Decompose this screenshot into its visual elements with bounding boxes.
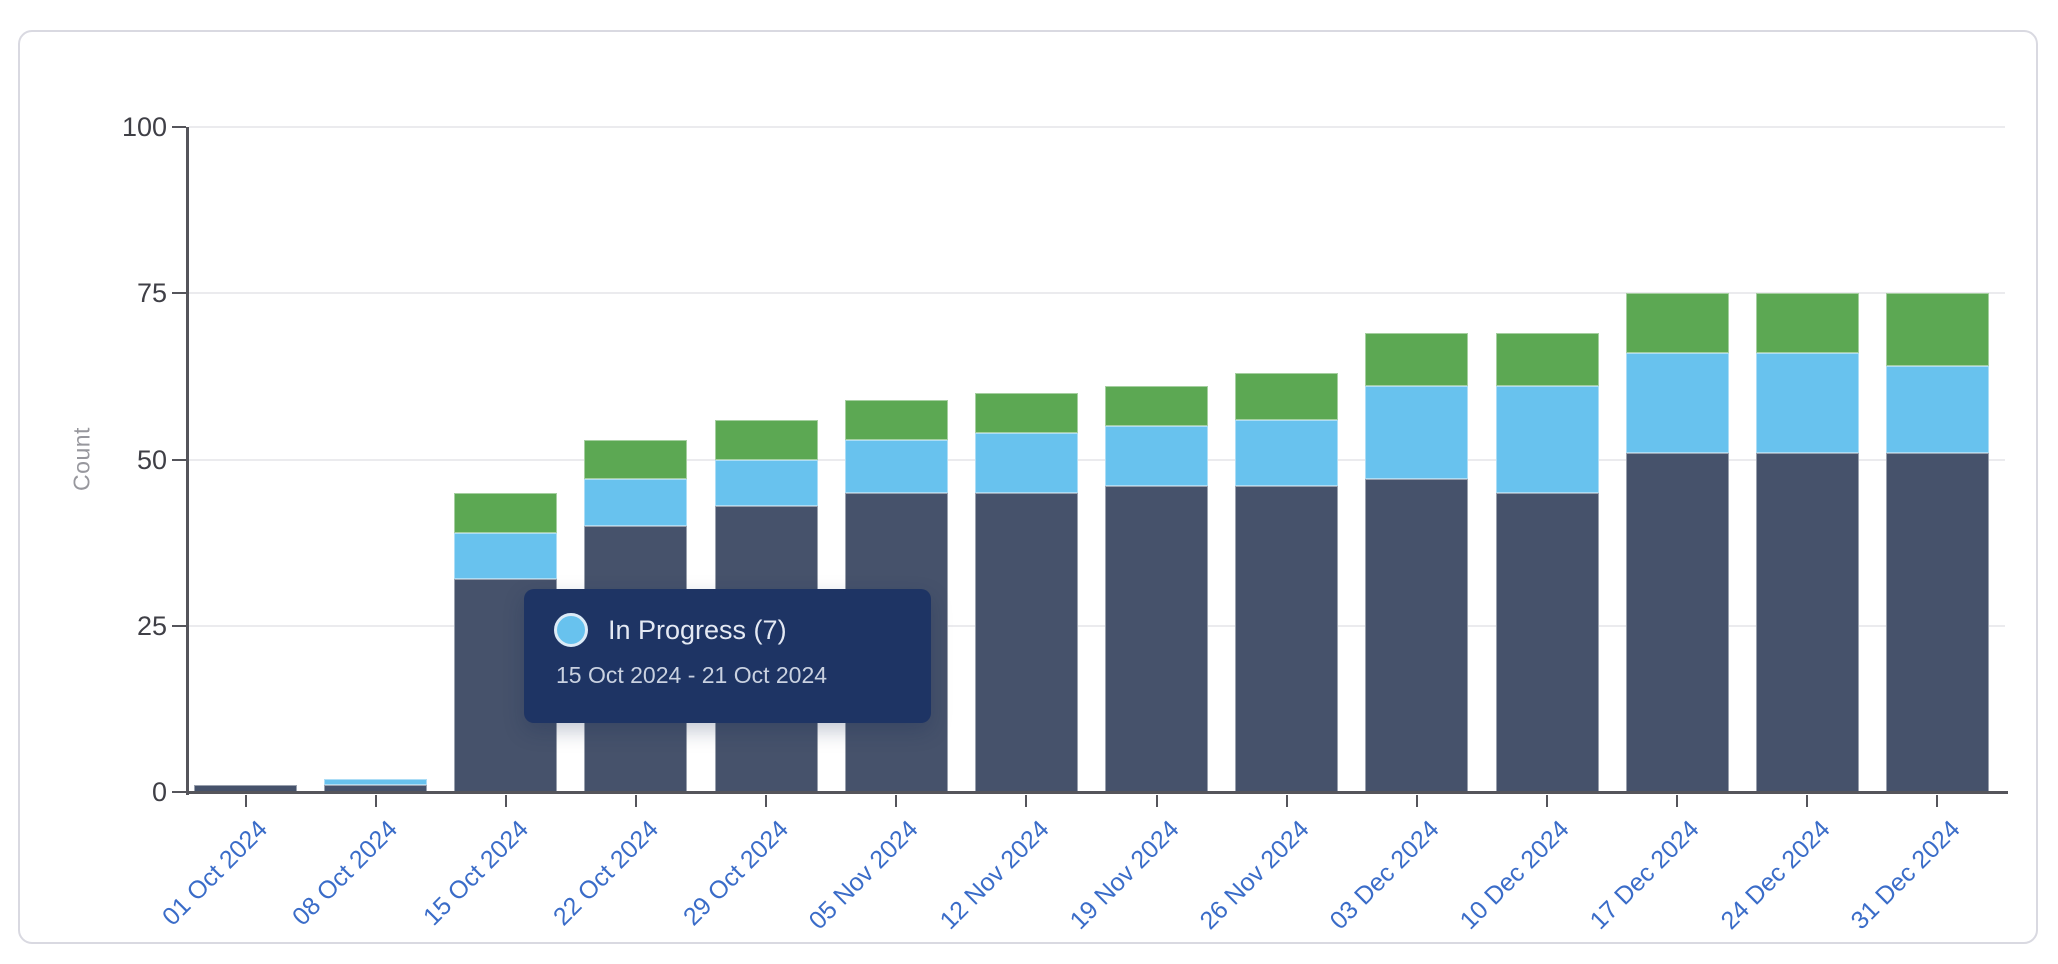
bar-segment-series-top[interactable]	[974, 393, 1078, 433]
x-axis-tick	[765, 795, 768, 807]
x-axis-tick	[1415, 795, 1418, 807]
bar-segment-series-bottom[interactable]	[1755, 452, 1859, 792]
chart-card: Count 0 25 50 75 100 01 Oct 2024 08 Oct 2024 15…	[18, 30, 2038, 944]
y-axis-tick	[172, 624, 186, 627]
x-axis-tick	[374, 795, 377, 807]
x-axis-tick-label: 10 Dec 2024	[1454, 815, 1575, 936]
bar-segment-series-top[interactable]	[844, 399, 948, 440]
y-axis-tick-label: 25	[136, 610, 167, 641]
bar-segment-series-top[interactable]	[1755, 293, 1859, 354]
bar-segment-series-in-progress[interactable]	[1235, 419, 1339, 487]
bar-segment-series-in-progress[interactable]	[324, 778, 428, 786]
gridline	[189, 126, 2005, 128]
y-axis-tick-label: 75	[136, 278, 167, 309]
bar-segment-series-bottom[interactable]	[1495, 492, 1599, 792]
bar-segment-series-in-progress[interactable]	[714, 459, 818, 507]
y-axis-tick-label: 100	[121, 112, 167, 142]
y-axis-line	[186, 127, 189, 795]
x-axis-tick-label: 08 Oct 2024	[287, 815, 404, 932]
bar-segment-series-bottom[interactable]	[1105, 486, 1209, 792]
plot-area: Count 0 25 50 75 100 01 Oct 2024 08 Oct 2024 15…	[69, 112, 2008, 935]
gridline	[189, 458, 2005, 461]
x-axis-tick	[634, 795, 637, 807]
bar-segment-series-bottom[interactable]	[974, 492, 1078, 792]
x-axis-tick-label: 17 Dec 2024	[1584, 815, 1705, 936]
x-axis-tick	[1025, 795, 1028, 807]
tooltip-header: In Progress (7)	[554, 613, 901, 647]
bar-segment-series-bottom[interactable]	[1235, 486, 1339, 792]
x-axis-tick	[1285, 795, 1288, 807]
y-axis-tick	[172, 292, 186, 295]
bar-segment-series-top[interactable]	[584, 439, 688, 480]
bar-segment-series-in-progress[interactable]	[1625, 353, 1729, 453]
x-axis-tick-label: 03 Dec 2024	[1324, 815, 1445, 936]
x-axis-tick-label: 24 Dec 2024	[1715, 815, 1836, 936]
x-axis-tick	[1546, 795, 1548, 807]
bar-segment-series-bottom[interactable]	[1885, 452, 1989, 792]
in-progress-swatch-icon	[554, 613, 588, 647]
x-axis-tick-label: 01 Oct 2024	[157, 815, 274, 932]
y-axis-tick	[172, 791, 186, 793]
x-axis-tick-label: 05 Nov 2024	[803, 815, 925, 936]
x-axis-tick-label: 12 Nov 2024	[934, 815, 1055, 936]
x-axis-tick	[1676, 795, 1679, 807]
tooltip-title: In Progress (7)	[608, 614, 787, 645]
bar-segment-series-in-progress[interactable]	[1755, 353, 1859, 453]
bar-segment-series-top[interactable]	[1885, 293, 1989, 367]
bar-segment-series-in-progress[interactable]	[1365, 386, 1469, 480]
x-axis-tick-label: 22 Oct 2024	[547, 815, 664, 932]
y-axis-title: Count	[68, 427, 95, 491]
x-axis-tick	[1806, 795, 1809, 807]
bar-segment-series-in-progress[interactable]	[584, 479, 688, 526]
bar-segment-series-top[interactable]	[1105, 386, 1209, 427]
bar-segment-series-top[interactable]	[1235, 373, 1339, 420]
x-axis-tick	[244, 795, 247, 807]
y-axis-tick	[172, 126, 186, 128]
bar-segment-series-in-progress[interactable]	[1495, 386, 1599, 493]
x-axis-tick	[895, 795, 898, 807]
x-axis-line	[186, 791, 2008, 794]
tooltip-date-range: 15 Oct 2024 - 21 Oct 2024	[556, 662, 828, 688]
x-axis-tick	[504, 795, 507, 807]
bar-segment-series-top[interactable]	[1625, 293, 1729, 354]
y-axis-tick-label: 0	[151, 777, 167, 807]
bar-segment-series-top[interactable]	[714, 419, 818, 460]
bar-segment-series-in-progress[interactable]	[454, 532, 558, 580]
x-axis-tick-label: 19 Nov 2024	[1064, 815, 1185, 936]
y-axis-tick	[172, 458, 186, 461]
x-axis-tick	[1155, 795, 1158, 807]
x-axis-tick	[1936, 795, 1939, 807]
y-axis-tick-label: 50	[136, 444, 167, 475]
bar-segment-series-bottom[interactable]	[1625, 452, 1729, 792]
x-axis-tick-label: 26 Nov 2024	[1194, 815, 1315, 936]
gridline	[189, 624, 2005, 627]
chart-tooltip: In Progress (7) 15 Oct 2024 - 21 Oct 202…	[524, 589, 931, 723]
bar-segment-series-in-progress[interactable]	[844, 439, 948, 493]
x-axis-tick-label: 31 Dec 2024	[1845, 815, 1966, 936]
bar-segment-series-in-progress[interactable]	[974, 432, 1078, 493]
bar-segment-series-in-progress[interactable]	[1105, 426, 1209, 487]
bar-segment-series-bottom[interactable]	[1365, 479, 1469, 792]
x-axis-tick-label: 29 Oct 2024	[677, 815, 794, 932]
bar-segment-series-top[interactable]	[454, 492, 558, 533]
gridline	[189, 292, 2005, 295]
bar-segment-series-top[interactable]	[1495, 333, 1599, 387]
bar-segment-series-in-progress[interactable]	[1885, 366, 1989, 453]
bar-segment-series-top[interactable]	[1365, 333, 1469, 387]
x-axis-tick-label: 15 Oct 2024	[417, 815, 534, 932]
